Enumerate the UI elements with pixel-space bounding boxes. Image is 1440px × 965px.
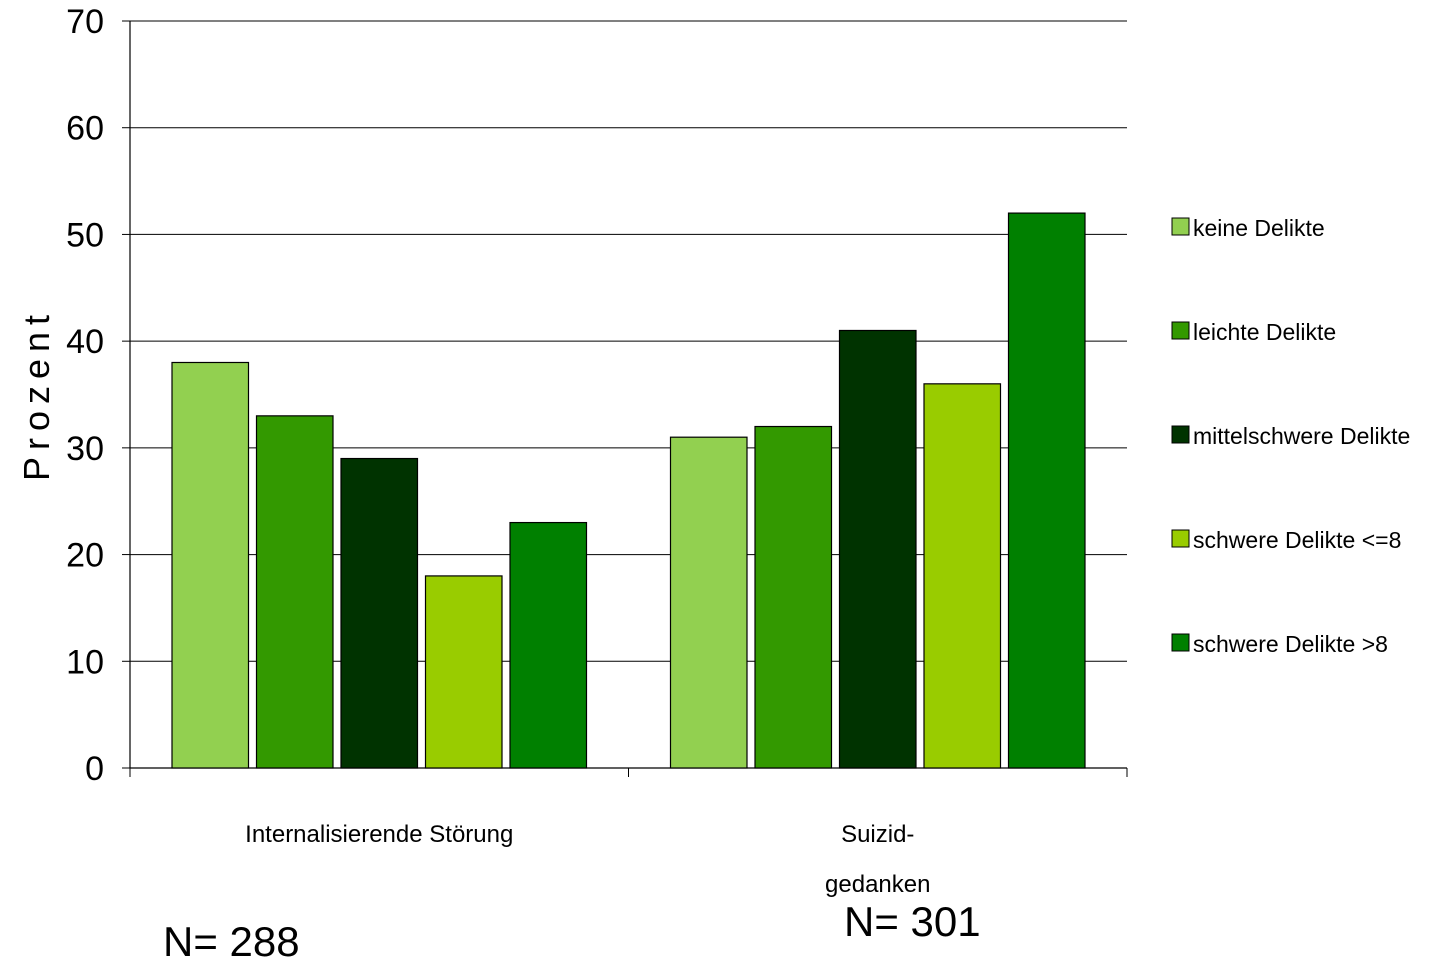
- bar: [923, 383, 1002, 769]
- legend-label: keine Delikte: [1193, 215, 1325, 241]
- bar: [754, 425, 833, 769]
- legend-label: schwere Delikte >8: [1193, 631, 1388, 657]
- y-tick-label: 70: [66, 3, 104, 41]
- bar: [669, 436, 748, 769]
- legend-label: leichte Delikte: [1193, 319, 1336, 345]
- y-axis-title: Prozent: [16, 308, 57, 481]
- y-tick-label: 30: [66, 430, 104, 468]
- legend-label: schwere Delikte <=8: [1193, 527, 1401, 553]
- y-tick-label: 10: [66, 643, 104, 681]
- bar: [255, 415, 334, 769]
- legend-swatch: [1171, 321, 1190, 340]
- y-tick-label: 60: [66, 110, 104, 148]
- legend-swatch: [1171, 529, 1190, 548]
- y-tick-label: 0: [85, 750, 104, 788]
- bar: [838, 329, 917, 769]
- x-category-label: Suizid-: [841, 821, 914, 848]
- legend-swatch: [1171, 217, 1190, 236]
- y-tick-label: 20: [66, 537, 104, 575]
- x-category-label: Internalisierende Störung: [245, 821, 513, 848]
- sample-size-annotation: N= 301: [844, 898, 981, 945]
- sample-size-annotation: N= 288: [163, 918, 300, 960]
- bar: [340, 457, 419, 769]
- legend-swatch: [1171, 425, 1190, 444]
- y-tick-label: 40: [66, 323, 104, 361]
- legend-label: mittelschwere Delikte: [1193, 423, 1410, 449]
- y-tick-label: 50: [66, 216, 104, 254]
- legend-swatch: [1171, 633, 1190, 652]
- bar: [171, 361, 250, 769]
- bar: [1007, 212, 1086, 769]
- x-category-label: gedanken: [825, 871, 930, 898]
- bar: [509, 521, 588, 769]
- bar: [424, 575, 503, 769]
